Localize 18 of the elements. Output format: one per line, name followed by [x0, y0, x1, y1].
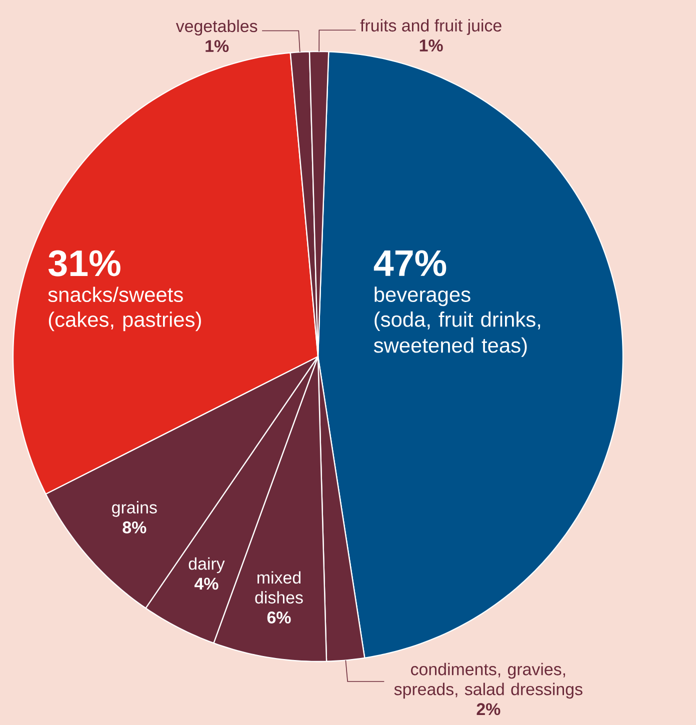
slice-label: condiments, gravies, spreads, salad dressings	[394, 662, 582, 699]
slice-label: beverages	[374, 286, 470, 306]
slice-label: mixed dishes	[255, 571, 303, 604]
data-label: 31%	[48, 250, 120, 276]
slice-label: dairy	[188, 557, 225, 574]
slice-label: fruits and fruit juice	[360, 19, 502, 35]
slice-label: vegetables	[176, 20, 258, 36]
text: (cakes, pastries)	[48, 312, 201, 332]
slice-label: snacks/sweets	[48, 286, 183, 302]
data-label: 6%	[267, 612, 291, 624]
data-label: 4%	[194, 578, 218, 590]
data-label: 1%	[206, 40, 229, 52]
text: (soda, fruit drinks, sweetened teas)	[374, 312, 540, 357]
data-label: 47%	[374, 250, 446, 276]
slice-label: grains	[112, 501, 157, 517]
data-label: 1%	[420, 40, 443, 52]
data-label: 2%	[476, 703, 500, 716]
data-label: 8%	[122, 521, 146, 534]
